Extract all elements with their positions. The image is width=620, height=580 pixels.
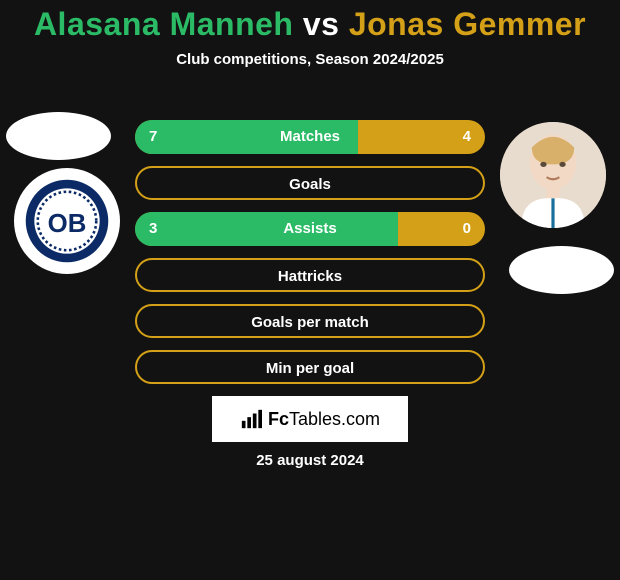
stat-left-value: 7 [149,120,157,154]
page-title: Alasana Manneh vs Jonas Gemmer [0,0,620,43]
brand-light: Tables.com [289,409,380,429]
stat-label: Goals [137,168,483,200]
player2-placeholder-pill [509,246,614,294]
stat-label: Min per goal [137,352,483,384]
player-photo-icon [500,122,606,228]
stat-bars: Matches7 4 Goals Assists3 0 Hattricks Goals pe… [135,120,485,396]
player1-name: Alasana Manneh [34,6,294,42]
stat-row: Goals per match [135,304,485,338]
player1-club-badge: OB [14,168,120,274]
brand-box: FcTables.com [212,396,408,442]
date-text: 25 august 2024 [0,452,620,469]
brand-bars-icon [240,408,262,430]
stat-left-value: 3 [149,212,157,246]
stat-label: Goals per match [137,306,483,338]
stat-row: Hattricks [135,258,485,292]
brand-bold: Fc [268,409,289,429]
brand-text: FcTables.com [268,409,380,430]
stat-row: Goals [135,166,485,200]
stat-right-value: 0 [463,212,471,246]
stat-row: Min per goal [135,350,485,384]
stat-row: Matches7 4 [135,120,485,154]
stat-row: Assists3 0 [135,212,485,246]
club-badge-letters: OB [48,210,87,238]
subtitle: Club competitions, Season 2024/2025 [0,51,620,68]
stat-label: Matches [135,120,485,154]
stat-right-value: 4 [463,120,471,154]
player2-name: Jonas Gemmer [349,6,586,42]
player2-photo [500,122,606,228]
vs-text: vs [303,6,340,42]
club-badge-icon: OB [24,178,110,264]
stat-label: Assists [135,212,485,246]
stat-label: Hattricks [137,260,483,292]
player1-placeholder-pill [6,112,111,160]
